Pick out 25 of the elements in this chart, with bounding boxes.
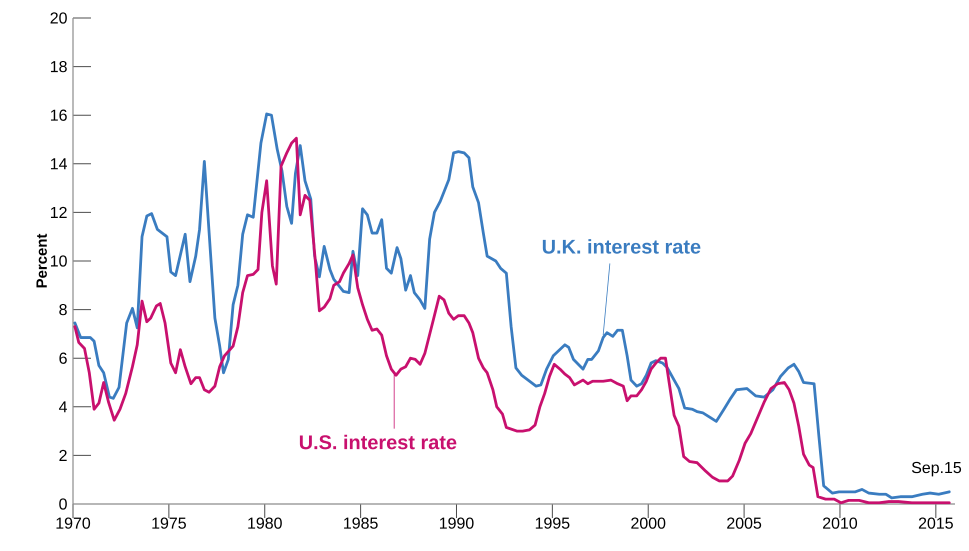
y-tick-label: 2	[59, 450, 67, 461]
x-tick-label: 1970	[56, 518, 90, 529]
x-tick-label: 1975	[152, 518, 186, 529]
y-axis-title: Percent	[36, 234, 47, 288]
y-tick-label: 4	[58, 401, 68, 412]
y-tick-label: 14	[50, 158, 68, 170]
y-tick-label: 0	[59, 498, 67, 510]
x-tick-label: 2000	[631, 518, 666, 529]
text: U.K. interest rate	[542, 239, 700, 254]
x-tick-label: 1985	[344, 518, 378, 529]
x-tick-label: 1995	[536, 518, 570, 529]
x-tick-label: 2005	[727, 518, 762, 529]
y-tick-label: 20	[50, 12, 67, 24]
y-tick-label: 12	[50, 206, 67, 218]
text: U.S. interest rate	[300, 434, 456, 450]
y-tick-label: 16	[50, 110, 67, 121]
y-tick-label: 8	[59, 304, 67, 316]
y-tick-label: 18	[50, 60, 67, 72]
x-tick-label: 2015	[918, 518, 953, 529]
x-tick-label: 1980	[248, 518, 282, 529]
y-tick-label: 10	[50, 255, 67, 267]
x-tick-label: 1990	[440, 518, 474, 529]
x-tick-label: 2010	[823, 518, 858, 529]
annotation: Sep.15	[912, 462, 962, 476]
y-tick-label: 6	[59, 352, 67, 364]
